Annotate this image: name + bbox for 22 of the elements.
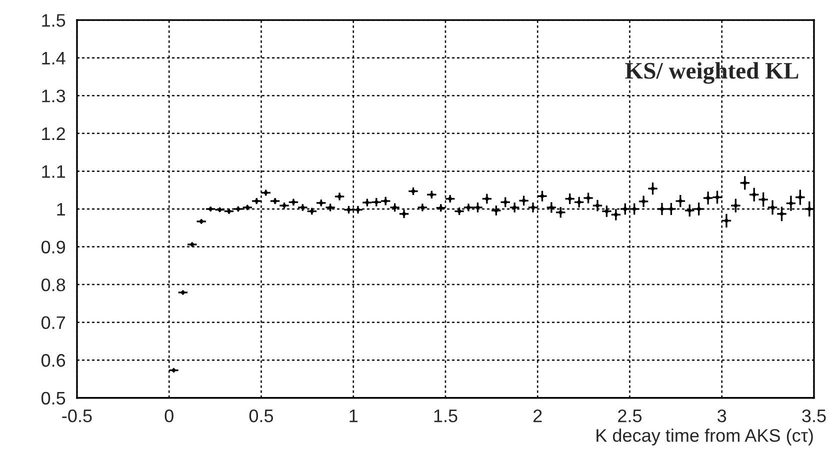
y-tick-label: 0.8 <box>41 278 66 292</box>
y-tick-label: 0.5 <box>41 392 66 405</box>
x-tick-label: 1 <box>350 410 358 422</box>
x-tick-label: 0.5 <box>249 409 274 422</box>
y-tick-label: 1 <box>57 203 65 216</box>
y-tick-label: 0.9 <box>41 240 66 254</box>
y-tick-label: 1.1 <box>42 165 65 178</box>
x-tick-label: 3 <box>718 409 726 422</box>
x-axis-title: K decay time from AKS (cτ) <box>596 428 813 446</box>
x-tick-label: 3.5 <box>802 409 826 422</box>
x-tick-label: 2.5 <box>618 409 642 422</box>
y-tick-label: 0.6 <box>41 354 66 367</box>
y-tick-label: 1.4 <box>42 52 66 64</box>
y-tick-label: 1.2 <box>42 127 65 140</box>
annotation: KS/ weighted KL <box>625 62 798 84</box>
x-tick-label: -0.5 <box>62 409 92 422</box>
y-tick-label: 1.5 <box>42 14 66 27</box>
y-tick-label: 1.3 <box>42 90 66 102</box>
x-tick-label: 2 <box>533 409 542 422</box>
x-tick-label: 0 <box>164 409 174 422</box>
x-tick-label: 1.5 <box>434 410 458 422</box>
y-tick-label: 0.7 <box>41 316 65 330</box>
